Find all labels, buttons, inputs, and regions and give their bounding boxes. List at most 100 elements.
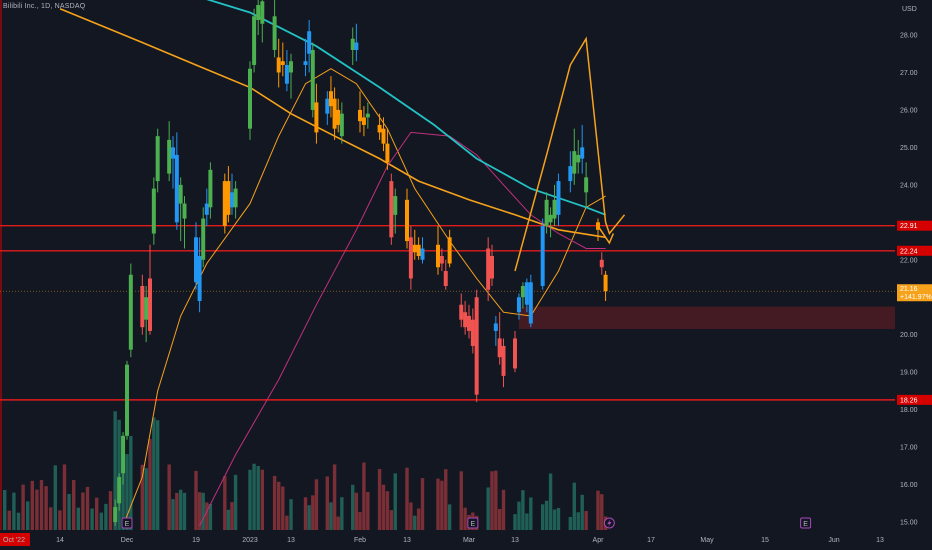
candle-body: [572, 151, 577, 174]
candle-body: [121, 435, 126, 474]
volume-bar: [178, 489, 183, 532]
volume-bar: [260, 469, 264, 532]
volume-bar: [596, 490, 600, 532]
time-axis-tick: 19: [192, 537, 200, 544]
volume-bar: [35, 489, 39, 532]
price-axis-bg: [895, 0, 932, 550]
volume-bar: [152, 417, 156, 532]
volume-bar: [329, 502, 333, 532]
candle-body: [497, 338, 502, 358]
candle-body: [260, 1, 265, 24]
volume-bar: [413, 515, 417, 532]
volume-bar: [529, 497, 533, 532]
candle-body: [436, 244, 440, 268]
candle-body: [548, 214, 553, 223]
candle-body: [332, 98, 337, 129]
time-axis-tick: May: [700, 537, 714, 544]
volume-bar: [389, 510, 394, 532]
volume-bar: [223, 476, 227, 532]
candle-body: [516, 297, 521, 313]
candle-body: [252, 16, 257, 65]
volume-bar: [416, 508, 421, 532]
volume-bar: [7, 510, 11, 532]
time-axis-tick: Oct '22: [3, 537, 25, 544]
volume-bar: [501, 489, 506, 532]
price-axis-tick: 20.00: [900, 332, 918, 339]
time-axis-tick: 13: [876, 537, 884, 544]
candle-body: [194, 237, 198, 283]
trend-curve: [206, 0, 606, 216]
time-axis-highlight: [0, 533, 30, 546]
volume-bar: [21, 484, 25, 532]
symbol-title: Bilibili Inc., 1D, NASDAQ: [3, 3, 86, 10]
volume-bar: [377, 469, 382, 532]
candle-body: [459, 304, 464, 320]
candle-body: [544, 199, 549, 227]
volume-bar: [556, 507, 561, 532]
candle-body: [303, 61, 308, 65]
earnings-label: E: [125, 521, 130, 528]
volume-bar: [351, 484, 355, 532]
candle-body: [167, 139, 172, 174]
support-zone: [518, 306, 895, 330]
price-axis-tick: 28.00: [900, 33, 918, 40]
volume-bar: [486, 487, 490, 532]
volume-bar: [568, 516, 573, 532]
volume-bar: [197, 492, 202, 532]
candle-body: [443, 271, 448, 286]
price-tag-bg: [897, 284, 932, 302]
candle-body: [144, 297, 149, 320]
candle-body: [576, 154, 581, 163]
volume-bar: [521, 490, 525, 532]
price-tag-bg: [897, 394, 932, 405]
volume-bar: [463, 507, 467, 532]
candle-body: [486, 248, 491, 290]
volume-bar: [584, 511, 588, 532]
volume-bar: [233, 474, 238, 532]
earnings-label: E: [803, 521, 808, 528]
volume-bar: [362, 462, 366, 532]
earnings-icon: [800, 517, 812, 529]
volume-bar: [140, 464, 145, 532]
candle-body: [556, 181, 561, 215]
time-axis-tick: Jun: [828, 537, 839, 544]
candle-body: [580, 147, 585, 159]
volume-bar: [85, 486, 90, 532]
volume-bar: [81, 492, 85, 532]
time-axis-tick: 13: [287, 537, 295, 544]
price-tag-label: 22.91: [900, 223, 918, 230]
volume-bar: [39, 480, 44, 532]
candle-body: [128, 274, 133, 350]
candle-body: [272, 16, 277, 50]
candle-body: [256, 5, 261, 21]
candles: [113, 0, 608, 526]
volume-bar: [148, 439, 152, 532]
price-tag-label: 22.24: [900, 248, 918, 255]
volume-bar: [576, 512, 580, 532]
volume-bar: [444, 469, 448, 532]
price-axis-tick: 22.00: [900, 257, 918, 264]
time-axis-tick: Apr: [593, 537, 605, 544]
volume-bar: [129, 435, 133, 532]
candle-body: [405, 199, 409, 242]
volume-bar: [440, 480, 444, 532]
volume-bar: [67, 493, 71, 532]
volume-bar: [385, 491, 390, 532]
time-axis-bg: [0, 530, 932, 550]
candle-body: [280, 61, 285, 65]
volume-bar: [121, 461, 125, 532]
candle-body: [276, 57, 281, 73]
candle-body: [603, 274, 608, 292]
volume-bar: [497, 508, 502, 532]
volume-bar: [201, 492, 205, 532]
candle-body: [412, 244, 417, 253]
time-axis-tick: 13: [403, 537, 411, 544]
price-axis-tick: 15.00: [900, 520, 918, 527]
volume-bar: [76, 507, 80, 532]
volume-bar: [358, 512, 362, 532]
volume-bar: [381, 484, 386, 532]
candle-body: [174, 154, 179, 223]
volume-bar: [125, 454, 129, 532]
candle-body: [151, 188, 156, 234]
